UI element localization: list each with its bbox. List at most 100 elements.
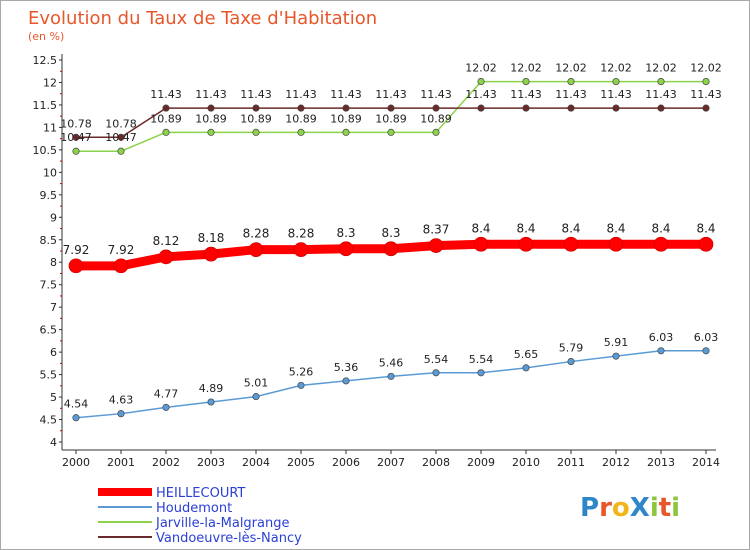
data-point-vandoeuvre-l-s-nancy (657, 104, 665, 112)
x-tick-label: 2009 (467, 456, 495, 469)
data-label-vandoeuvre-l-s-nancy: 11.43 (600, 88, 632, 101)
data-label-heillecourt: 8.4 (561, 221, 580, 235)
data-label-jarville-la-malgrange: 12.02 (690, 62, 722, 75)
data-point-vandoeuvre-l-s-nancy (522, 104, 530, 112)
data-label-heillecourt: 8.4 (606, 221, 625, 235)
data-label-jarville-la-malgrange: 12.02 (645, 62, 677, 75)
data-label-vandoeuvre-l-s-nancy: 11.43 (330, 88, 362, 101)
data-label-vandoeuvre-l-s-nancy: 11.43 (195, 88, 227, 101)
data-point-jarville-la-malgrange (567, 78, 575, 86)
x-tick-label: 2006 (332, 456, 360, 469)
x-tick-label: 2001 (107, 456, 135, 469)
data-label-houdemont: 5.65 (514, 348, 539, 361)
x-tick-label: 2007 (377, 456, 405, 469)
data-point-jarville-la-malgrange (657, 78, 665, 86)
data-label-jarville-la-malgrange: 10.89 (375, 112, 407, 125)
y-tick-label: 10 (43, 166, 57, 179)
data-label-vandoeuvre-l-s-nancy: 11.43 (375, 88, 407, 101)
data-point-heillecourt (293, 242, 309, 258)
data-point-heillecourt (653, 236, 669, 252)
y-tick-label: 6.5 (40, 324, 58, 337)
data-label-jarville-la-malgrange: 10.89 (285, 112, 317, 125)
data-point-houdemont (297, 381, 305, 389)
data-point-heillecourt (338, 241, 354, 257)
data-point-jarville-la-malgrange (297, 128, 305, 136)
data-point-jarville-la-malgrange (432, 128, 440, 136)
data-label-jarville-la-malgrange: 12.02 (465, 62, 497, 75)
y-tick-label: 4 (50, 436, 57, 449)
data-label-jarville-la-malgrange: 12.02 (510, 62, 542, 75)
data-point-jarville-la-malgrange (702, 78, 710, 86)
data-point-heillecourt (68, 258, 84, 274)
data-label-heillecourt: 8.4 (651, 221, 670, 235)
data-point-vandoeuvre-l-s-nancy (117, 133, 125, 141)
data-point-houdemont (387, 372, 395, 380)
y-tick-label: 12 (43, 76, 57, 89)
data-point-vandoeuvre-l-s-nancy (432, 104, 440, 112)
y-tick-label: 8.5 (40, 234, 58, 247)
legend-label-heillecourt: HEILLECOURT (156, 486, 245, 501)
proxiti-logo: ProXiti (580, 493, 680, 523)
data-point-jarville-la-malgrange (162, 128, 170, 136)
x-tick-label: 2011 (557, 456, 585, 469)
data-label-heillecourt: 8.18 (198, 231, 225, 245)
data-point-houdemont (207, 398, 215, 406)
data-label-houdemont: 4.89 (199, 382, 224, 395)
data-point-jarville-la-malgrange (522, 78, 530, 86)
data-label-houdemont: 5.91 (604, 336, 629, 349)
data-label-houdemont: 5.26 (289, 365, 314, 378)
data-label-houdemont: 4.54 (64, 398, 89, 411)
data-label-vandoeuvre-l-s-nancy: 11.43 (510, 88, 542, 101)
data-point-houdemont (117, 410, 125, 418)
data-point-vandoeuvre-l-s-nancy (342, 104, 350, 112)
data-label-heillecourt: 8.3 (381, 226, 400, 240)
x-tick-label: 2010 (512, 456, 540, 469)
data-point-vandoeuvre-l-s-nancy (297, 104, 305, 112)
x-tick-label: 2008 (422, 456, 450, 469)
y-tick-label: 7.5 (40, 279, 58, 292)
y-tick-label: 4.5 (40, 414, 58, 427)
data-point-vandoeuvre-l-s-nancy (477, 104, 485, 112)
data-point-heillecourt (608, 236, 624, 252)
x-tick-label: 2005 (287, 456, 315, 469)
data-label-heillecourt: 7.92 (108, 243, 135, 257)
data-point-vandoeuvre-l-s-nancy (387, 104, 395, 112)
data-point-jarville-la-malgrange (477, 78, 485, 86)
x-tick-label: 2014 (692, 456, 720, 469)
data-point-houdemont (252, 393, 260, 401)
data-point-vandoeuvre-l-s-nancy (702, 104, 710, 112)
data-label-houdemont: 6.03 (694, 331, 719, 344)
data-point-houdemont (342, 377, 350, 385)
data-label-vandoeuvre-l-s-nancy: 11.43 (150, 88, 182, 101)
data-point-heillecourt (473, 236, 489, 252)
y-tick-label: 9 (50, 211, 57, 224)
y-tick-label: 8 (50, 256, 57, 269)
data-label-vandoeuvre-l-s-nancy: 11.43 (645, 88, 677, 101)
data-point-heillecourt (428, 238, 444, 253)
data-point-heillecourt (113, 258, 129, 274)
data-label-houdemont: 4.63 (109, 394, 134, 407)
data-point-houdemont (522, 364, 530, 372)
data-label-jarville-la-malgrange: 10.89 (420, 112, 452, 125)
data-point-jarville-la-malgrange (612, 78, 620, 86)
data-label-jarville-la-malgrange: 10.89 (150, 112, 182, 125)
data-label-houdemont: 5.79 (559, 342, 584, 355)
data-point-jarville-la-malgrange (387, 128, 395, 136)
data-point-heillecourt (158, 249, 174, 265)
data-point-heillecourt (383, 241, 399, 257)
data-label-jarville-la-malgrange: 10.47 (60, 131, 92, 144)
data-label-heillecourt: 8.4 (471, 221, 490, 235)
y-tick-label: 9.5 (40, 189, 58, 202)
data-point-heillecourt (518, 236, 534, 252)
data-point-houdemont (612, 352, 620, 360)
y-tick-label: 12.5 (33, 54, 58, 67)
data-point-vandoeuvre-l-s-nancy (612, 104, 620, 112)
data-point-heillecourt (563, 236, 579, 252)
y-tick-label: 5 (50, 391, 57, 404)
data-point-jarville-la-malgrange (252, 128, 260, 136)
y-tick-label: 6 (50, 346, 57, 359)
data-label-jarville-la-malgrange: 12.02 (555, 62, 587, 75)
data-point-vandoeuvre-l-s-nancy (252, 104, 260, 112)
data-point-heillecourt (698, 236, 714, 252)
